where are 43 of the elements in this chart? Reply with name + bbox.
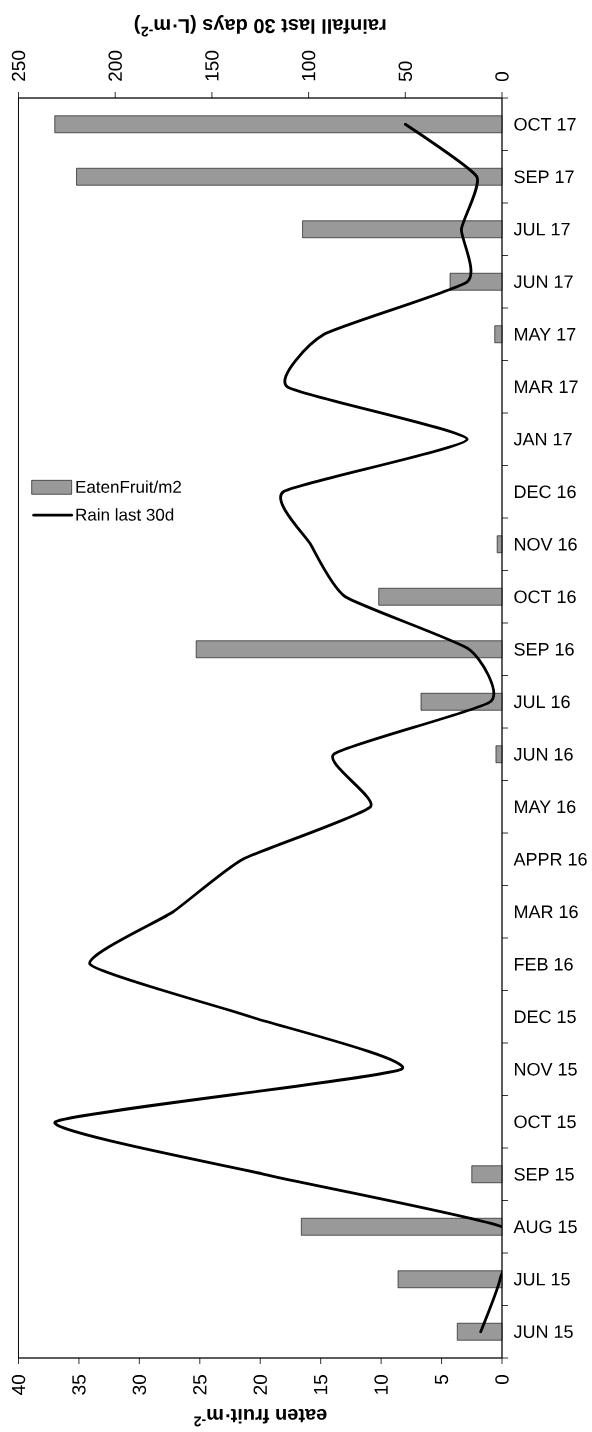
x2-tick-label: 50: [398, 61, 413, 82]
y-tick-label: JUN 16: [513, 747, 573, 761]
y-tick-label: JAN 17: [513, 432, 572, 446]
y-tick-label: MAR 16: [515, 905, 578, 919]
y-tick-label: DEC 15: [515, 1010, 576, 1024]
x-tick-label: 25: [193, 1375, 207, 1395]
y-tick-label: NOV 16: [515, 537, 577, 551]
x-tick-label: 35: [72, 1375, 86, 1395]
x-tick-label: 5: [434, 1375, 449, 1385]
x-tick-label: 30: [132, 1374, 147, 1395]
y-tick-label: MAY 17: [515, 328, 576, 341]
y-tick-label: AUG 15: [513, 1220, 577, 1234]
legend-label: Rain last 30d: [76, 508, 174, 521]
y-tick-label: FEB 16: [515, 957, 573, 971]
x-axis-title: eaten fruit·m$^{-2}$: [194, 1408, 327, 1427]
y-tick-label: OCT 16: [514, 590, 576, 604]
x2-tick-label: 150: [205, 50, 219, 81]
y-tick-label: MAR 17: [515, 380, 578, 393]
y-tick-label: SEP 17: [514, 170, 574, 184]
x-tick-label: 20: [253, 1374, 267, 1395]
x2-tick-label: 100: [301, 50, 316, 81]
y-tick-label: JUN 15: [513, 1325, 573, 1339]
y-tick-label: OCT 15: [514, 1115, 576, 1129]
y-tick-label: JUL 16: [513, 695, 570, 709]
x2-tick-label: 0: [495, 72, 509, 82]
y-tick-label: MAY 16: [515, 800, 576, 814]
y-tick-label: NOV 15: [515, 1062, 577, 1076]
y-tick-label: JUL 17: [513, 222, 570, 236]
y-tick-label: DEC 16: [515, 485, 576, 499]
x2-tick-label: 200: [108, 50, 122, 81]
x-tick-label: 15: [314, 1375, 328, 1394]
legend-label: EatenFruit/m2: [76, 480, 181, 493]
y-tick-label: JUL 15: [513, 1272, 570, 1286]
x-tick-label: 10: [374, 1374, 388, 1394]
y-tick-label: APPR 16: [513, 852, 587, 866]
y-tick-label: SEP 15: [514, 1167, 574, 1181]
x-tick-label: 0: [495, 1374, 509, 1385]
x2-axis-title: rainfall last 30 days (L·m$^{-2}$): [134, 15, 386, 37]
x-tick-label: 40: [11, 1374, 26, 1395]
y-tick-label: SEP 16: [514, 642, 574, 656]
x2-tick-label: 250: [11, 50, 26, 81]
y-tick-label: OCT 17: [514, 117, 576, 131]
y-tick-label: JUN 17: [513, 275, 573, 289]
